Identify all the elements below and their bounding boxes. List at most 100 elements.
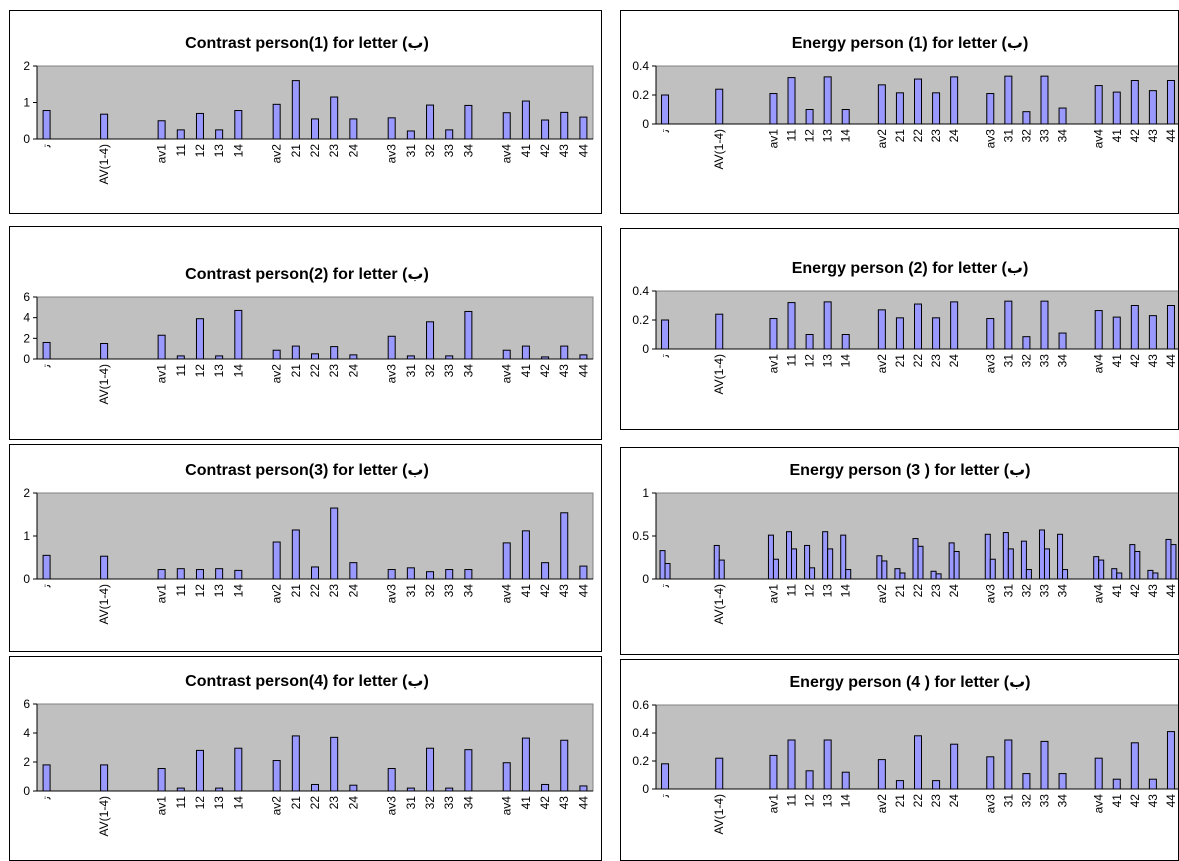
x-tick-label: AV(1-4) [712, 129, 726, 169]
bar [1057, 533, 1064, 580]
bar [1022, 111, 1031, 125]
x-tick-label: av1 [766, 354, 780, 374]
bar [661, 94, 670, 125]
bar [1148, 315, 1157, 350]
x-tick-label: AV(1-4) [97, 584, 111, 624]
y-tick-label: 0.6 [632, 698, 649, 712]
x-tick-label: 24 [947, 129, 961, 143]
bar [176, 568, 185, 580]
bar [877, 309, 886, 350]
bar [1098, 559, 1105, 580]
x-tick-label: 43 [1146, 354, 1160, 368]
bar [291, 735, 300, 792]
x-tick-label: av3 [983, 129, 997, 149]
bar [805, 334, 814, 350]
x-tick-label: ﺗ [40, 796, 54, 800]
bar [1166, 731, 1175, 790]
y-tick-label: 0 [23, 784, 30, 798]
x-tick-label: 12 [803, 129, 817, 143]
x-tick-label: 32 [1019, 584, 1033, 598]
bar [953, 550, 960, 580]
x-tick-label: 41 [1110, 794, 1124, 808]
x-tick-label: AV(1-4) [97, 144, 111, 184]
bar [917, 545, 924, 580]
x-tick-label: av4 [1092, 584, 1106, 604]
x-tick-label: 43 [557, 796, 571, 810]
bar [1058, 773, 1067, 790]
bar [330, 507, 339, 580]
x-tick-label: 41 [519, 584, 533, 598]
bar [659, 550, 666, 580]
x-tick-label: av1 [766, 794, 780, 814]
bar [445, 569, 454, 580]
x-tick-label: 11 [785, 584, 799, 597]
x-tick-label: av4 [500, 364, 514, 384]
bar [330, 96, 339, 140]
chart-title: Contrast person(1) for letter (ب) [185, 35, 429, 52]
x-tick-label: 21 [893, 794, 907, 808]
bar [1004, 739, 1013, 790]
bar [822, 531, 829, 580]
bar [1111, 568, 1118, 580]
bar [42, 110, 51, 140]
y-tick-label: 0.2 [632, 754, 649, 768]
bar [349, 118, 358, 140]
bar [932, 317, 941, 350]
bar [541, 562, 550, 580]
x-tick-label: 31 [404, 144, 418, 158]
x-tick-label: 42 [538, 144, 552, 158]
x-tick-label: 12 [193, 796, 207, 810]
x-tick-label: av3 [385, 584, 399, 604]
x-tick-label: 34 [1056, 354, 1070, 368]
bar [1062, 569, 1069, 580]
x-tick-label: 42 [1128, 794, 1142, 808]
x-tick-label: 13 [821, 584, 835, 598]
bar [311, 566, 319, 580]
chart-title: Energy person (4 ) for letter (ب) [790, 674, 1031, 691]
bar [579, 354, 588, 360]
x-tick-label: 22 [911, 584, 925, 598]
chart-svg: Energy person (2) for letter (ب) 0 0.2 0.4 ﺗ… [632, 260, 1178, 394]
bar [272, 349, 281, 360]
plot-area [36, 296, 594, 360]
bar [406, 567, 415, 580]
x-tick-label: 11 [785, 129, 799, 142]
x-tick-label: 43 [1146, 794, 1160, 808]
bar [661, 319, 670, 350]
bar [176, 129, 185, 140]
bar [787, 302, 796, 350]
bar [1058, 332, 1067, 350]
bar [713, 544, 720, 580]
bar [215, 355, 224, 360]
y-tick-label: 0.2 [632, 88, 649, 102]
bar [42, 554, 51, 580]
bar [715, 88, 724, 125]
bar [234, 110, 243, 140]
y-tick-label: 0.4 [632, 59, 649, 73]
bar [1040, 740, 1049, 790]
x-tick-label: 22 [308, 796, 322, 810]
bar [579, 116, 588, 140]
x-tick-label: av4 [500, 144, 514, 164]
bar [895, 92, 904, 125]
bar [541, 119, 550, 140]
x-tick-label: 31 [404, 796, 418, 810]
bar [877, 84, 886, 125]
bar [894, 568, 901, 580]
x-tick-label: 14 [839, 794, 853, 808]
bar [464, 569, 473, 580]
bar [876, 555, 883, 580]
bar [406, 787, 415, 792]
x-tick-label: 14 [839, 354, 853, 368]
chart-title: Energy person (3 ) for letter (ب) [790, 462, 1031, 479]
x-tick-label: 21 [893, 584, 907, 598]
bar [406, 355, 415, 360]
bar [1130, 80, 1139, 125]
bar [1148, 778, 1157, 790]
x-tick-label: 31 [1001, 354, 1015, 368]
x-tick-label: 11 [174, 584, 188, 597]
bar [948, 542, 955, 580]
x-tick-label: 22 [308, 364, 322, 378]
